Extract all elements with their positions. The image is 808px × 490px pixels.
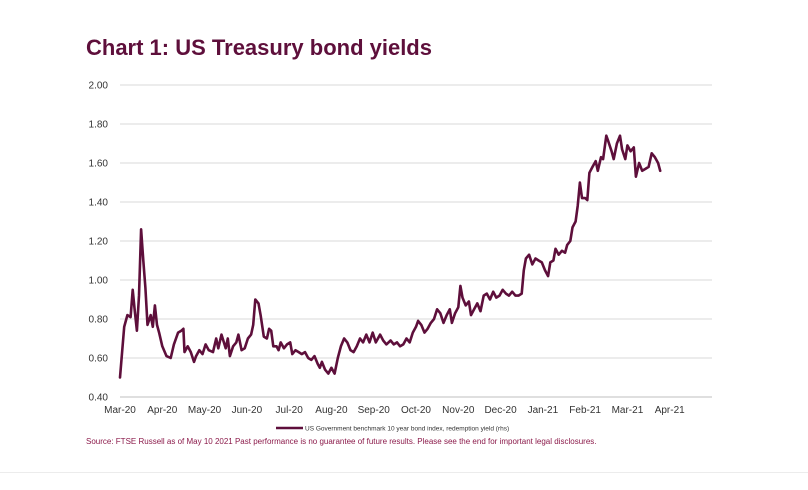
x-tick-label: Jul-20 bbox=[276, 405, 304, 416]
x-tick-label: Sep-20 bbox=[358, 405, 391, 416]
x-tick-label: May-20 bbox=[188, 405, 222, 416]
divider bbox=[0, 472, 808, 473]
chart-title: Chart 1: US Treasury bond yields bbox=[86, 35, 432, 60]
y-tick-label: 0.40 bbox=[89, 393, 109, 404]
legend: US Government benchmark 10 year bond ind… bbox=[276, 426, 509, 433]
chart-plot: 2.00 1.80 1.60 1.40 1.20 1.00 0.80 0.60 0.40 Mar… bbox=[89, 81, 712, 433]
y-tick-label: 0.80 bbox=[89, 315, 109, 326]
series-line bbox=[118, 134, 662, 379]
y-tick-label: 0.60 bbox=[89, 354, 109, 365]
x-tick-label: Apr-20 bbox=[147, 405, 177, 416]
source-note: Source: FTSE Russell as of May 10 2021 P… bbox=[86, 437, 597, 446]
y-tick-label: 1.00 bbox=[89, 276, 109, 287]
x-tick-label: Dec-20 bbox=[484, 405, 517, 416]
x-tick-label: Mar-20 bbox=[104, 405, 136, 416]
x-tick-label: Aug-20 bbox=[315, 405, 348, 416]
x-tick-label: Oct-20 bbox=[401, 405, 431, 416]
x-tick-labels: Mar-20 Apr-20 May-20 Jun-20 Jul-20 Aug-20 Sep-… bbox=[104, 405, 685, 416]
y-tick-label: 1.60 bbox=[89, 159, 109, 170]
y-tick-label: 1.40 bbox=[89, 198, 109, 209]
x-tick-label: Mar-21 bbox=[612, 405, 644, 416]
grid-lines bbox=[120, 84, 712, 398]
x-tick-label: Jun-20 bbox=[232, 405, 263, 416]
x-tick-label: Nov-20 bbox=[442, 405, 475, 416]
y-tick-labels: 2.00 1.80 1.60 1.40 1.20 1.00 0.80 0.60 0.40 bbox=[89, 81, 109, 404]
legend-label: US Government benchmark 10 year bond ind… bbox=[305, 426, 509, 433]
y-tick-label: 1.80 bbox=[89, 120, 109, 131]
x-tick-label: Apr-21 bbox=[655, 405, 685, 416]
y-tick-label: 2.00 bbox=[89, 81, 109, 92]
y-tick-label: 1.20 bbox=[89, 237, 109, 248]
x-tick-label: Feb-21 bbox=[569, 405, 601, 416]
x-tick-label: Jan-21 bbox=[528, 405, 559, 416]
